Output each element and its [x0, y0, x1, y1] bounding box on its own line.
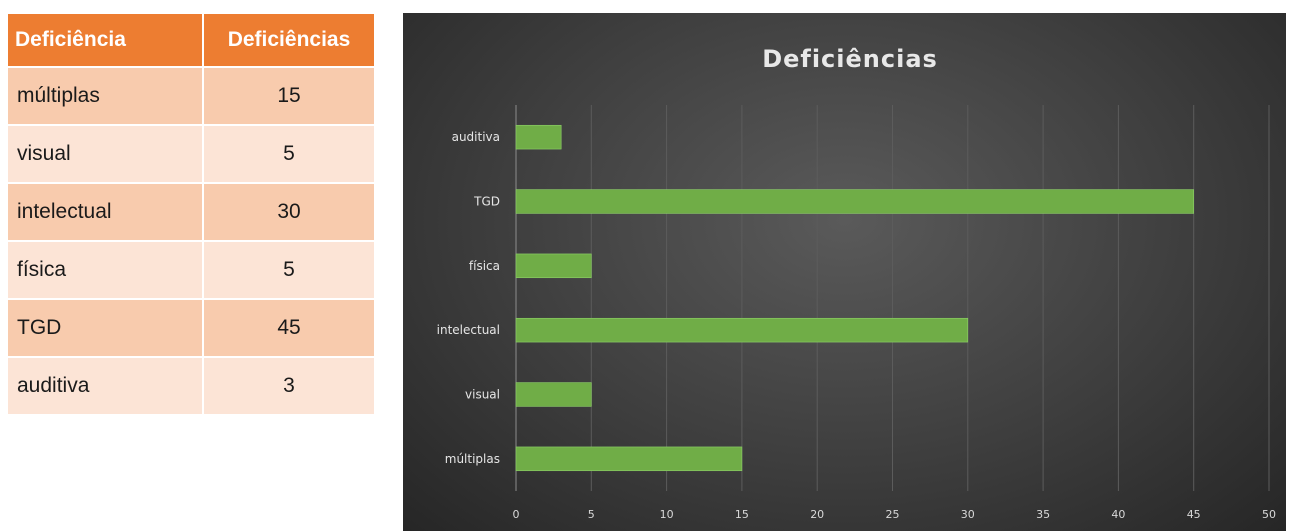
row-value: 3 — [204, 356, 374, 414]
x-tick-label: 20 — [810, 508, 824, 521]
category-label: múltiplas — [445, 452, 500, 466]
x-tick-label: 35 — [1036, 508, 1050, 521]
row-value: 15 — [204, 66, 374, 124]
x-tick-label: 15 — [735, 508, 749, 521]
x-tick-label: 0 — [513, 508, 520, 521]
category-label: TGD — [473, 195, 500, 209]
header-deficiencias: Deficiências — [204, 14, 374, 66]
table-row: auditiva 3 — [8, 356, 374, 414]
bar — [515, 382, 592, 407]
row-value: 45 — [204, 298, 374, 356]
x-tick-label: 40 — [1111, 508, 1125, 521]
x-tick-label: 30 — [961, 508, 975, 521]
bar — [515, 189, 1195, 214]
row-label: intelectual — [8, 182, 204, 240]
header-deficiencia: Deficiência — [8, 14, 204, 66]
bar — [515, 317, 969, 343]
row-value: 5 — [204, 240, 374, 298]
row-label: auditiva — [8, 356, 204, 414]
x-tick-label: 50 — [1262, 508, 1276, 521]
table-row: visual 5 — [8, 124, 374, 182]
x-tick-label: 25 — [886, 508, 900, 521]
table-header-row: Deficiência Deficiências — [8, 14, 374, 66]
row-label: TGD — [8, 298, 204, 356]
table-row: intelectual 30 — [8, 182, 374, 240]
bar-chart: Deficiências 0 5 10 15 20 25 30 35 40 45 50 múltipl… — [437, 45, 1276, 521]
bar — [515, 124, 562, 150]
table-row: TGD 45 — [8, 298, 374, 356]
row-label: múltiplas — [8, 66, 204, 124]
category-label: intelectual — [437, 323, 500, 337]
x-tick-label: 45 — [1187, 508, 1201, 521]
category-label: visual — [465, 388, 500, 402]
bar — [515, 446, 743, 472]
table-row: múltiplas 15 — [8, 66, 374, 124]
row-label: física — [8, 240, 204, 298]
table-row: física 5 — [8, 240, 374, 298]
row-value: 30 — [204, 182, 374, 240]
category-label: física — [469, 259, 500, 273]
row-value: 5 — [204, 124, 374, 182]
chart-title: Deficiências — [762, 45, 938, 73]
category-label: auditiva — [452, 130, 500, 144]
x-tick-label: 10 — [660, 508, 674, 521]
x-tick-label: 5 — [588, 508, 595, 521]
row-label: visual — [8, 124, 204, 182]
chart-panel: Deficiências 0 5 10 15 20 25 30 35 40 45 50 múltipl… — [403, 13, 1286, 531]
bar — [515, 253, 592, 279]
data-table: Deficiência Deficiências múltiplas 15 vi… — [8, 14, 374, 414]
